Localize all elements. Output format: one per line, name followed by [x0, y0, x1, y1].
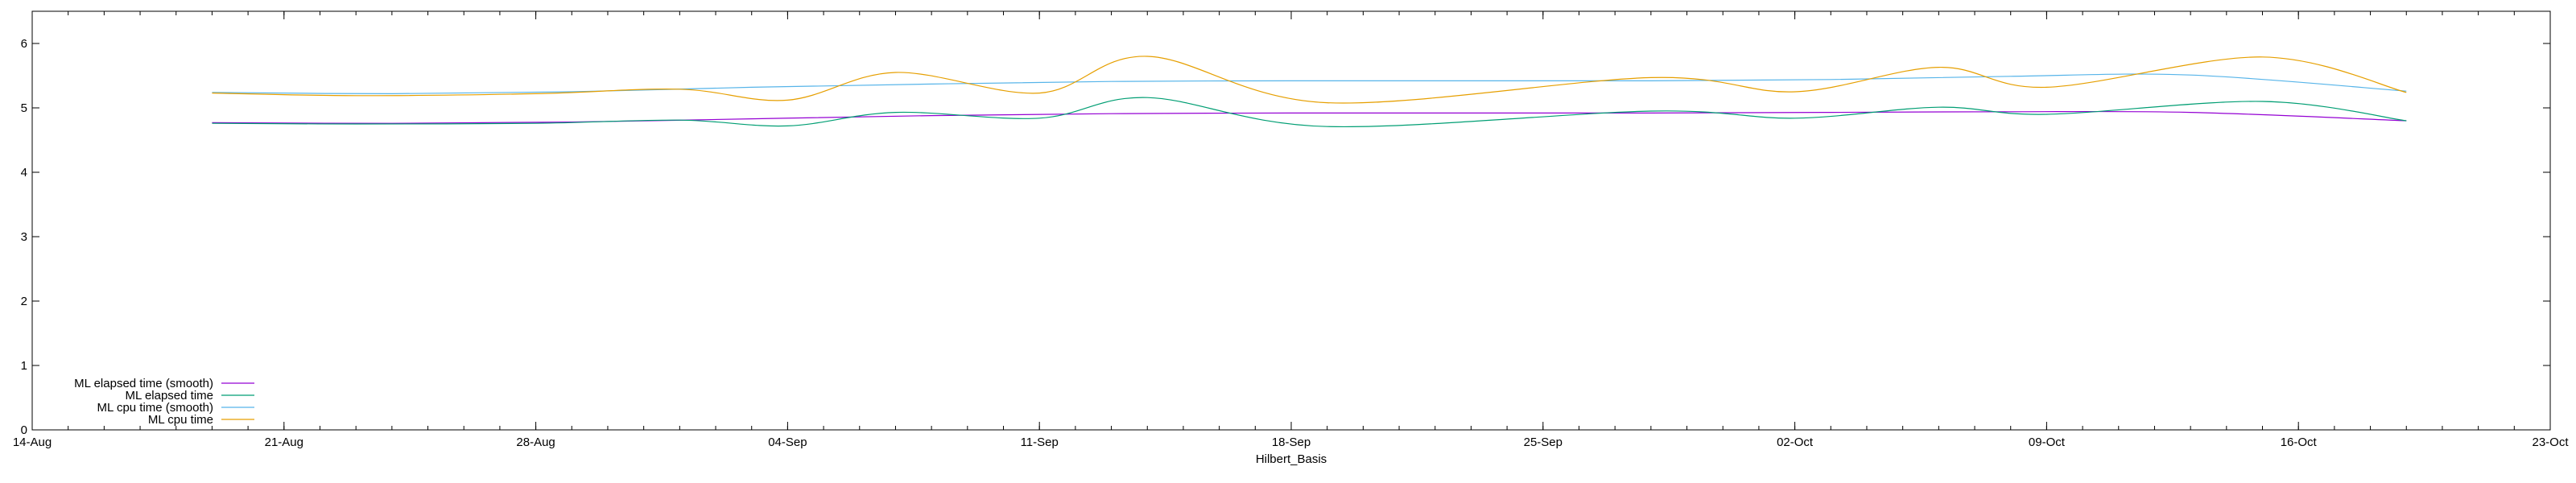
y-tick-label: 1 — [21, 359, 27, 373]
y-tick-label: 5 — [21, 101, 27, 115]
x-axis-label: Hilbert_Basis — [1256, 452, 1327, 466]
x-tick-label: 21-Aug — [265, 436, 303, 449]
x-tick-label: 04-Sep — [768, 436, 807, 449]
y-axis: 0 1 2 3 4 5 6 — [21, 37, 2550, 437]
x-tick-label: 14-Aug — [13, 436, 52, 449]
legend: ML elapsed time (smooth)ML elapsed timeM… — [74, 377, 254, 427]
x-tick-label: 02-Oct — [1777, 436, 1814, 449]
y-tick-label: 0 — [21, 423, 27, 437]
x-tick-label: 28-Aug — [516, 436, 555, 449]
x-tick-label: 09-Oct — [2029, 436, 2066, 449]
y-tick-label: 2 — [21, 295, 27, 308]
legend-label-0: ML elapsed time (smooth) — [74, 377, 213, 390]
series-line-3 — [212, 56, 2407, 104]
y-tick-label: 6 — [21, 37, 27, 51]
x-tick-label: 23-Oct — [2532, 436, 2569, 449]
x-tick-label: 11-Sep — [1021, 436, 1059, 449]
series-layer — [212, 56, 2407, 128]
series-line-2 — [212, 73, 2407, 95]
x-tick-label: 18-Sep — [1272, 436, 1311, 449]
x-axis: 14-Aug 21-Aug 28-Aug 04-Sep 11-Sep 18-Sep 25-S… — [13, 11, 2569, 449]
y-tick-label: 4 — [21, 166, 27, 180]
y-tick-label: 3 — [21, 230, 27, 244]
legend-label-1: ML elapsed time — [126, 389, 214, 402]
legend-label-2: ML cpu time (smooth) — [97, 401, 214, 415]
x-tick-label: 25-Sep — [1524, 436, 1563, 449]
series-line-1 — [212, 97, 2407, 128]
series-line-0 — [212, 110, 2407, 124]
legend-label-3: ML cpu time — [148, 413, 213, 427]
x-tick-label: 16-Oct — [2281, 436, 2318, 449]
